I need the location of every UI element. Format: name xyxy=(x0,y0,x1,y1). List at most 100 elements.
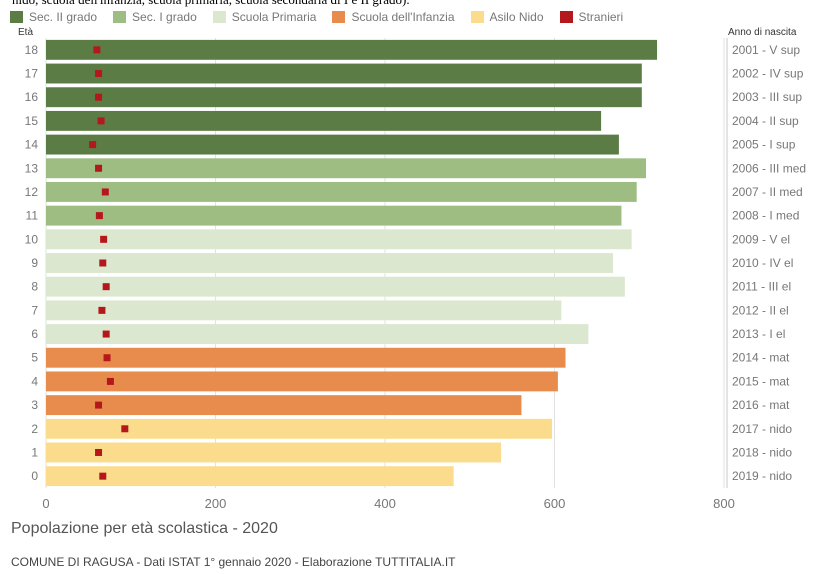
stranieri-marker-age-10 xyxy=(100,235,108,243)
age-tick-label: 6 xyxy=(31,327,38,341)
legend-item-primaria: Scuola Primaria xyxy=(212,10,317,24)
chart-legend: Sec. II grado Sec. I grado Scuola Primaria… xyxy=(10,9,639,25)
age-tick-label: 9 xyxy=(31,256,38,270)
birth-year-label: 2015 - mat xyxy=(732,374,790,388)
x-tick-label: 800 xyxy=(713,496,735,511)
bar-age-11 xyxy=(46,205,622,226)
age-tick-label: 3 xyxy=(31,398,38,412)
age-tick-label: 15 xyxy=(25,114,39,128)
birth-year-label: 2010 - IV el xyxy=(732,256,793,270)
x-tick-label: 200 xyxy=(205,496,227,511)
stranieri-marker-age-1 xyxy=(95,448,103,456)
legend-swatch xyxy=(559,11,573,23)
bar-age-2 xyxy=(46,418,552,439)
age-tick-label: 7 xyxy=(31,303,38,317)
stranieri-marker-age-7 xyxy=(98,306,106,314)
legend-swatch xyxy=(470,11,484,23)
birth-year-label: 2013 - I el xyxy=(732,327,785,341)
age-tick-label: 18 xyxy=(25,43,39,57)
legend-swatch xyxy=(10,11,23,23)
bar-age-8 xyxy=(46,276,625,297)
birth-year-label: 2001 - V sup xyxy=(732,43,800,57)
bar-age-5 xyxy=(46,347,566,368)
bar-age-17 xyxy=(46,63,642,84)
birth-year-label: 2005 - I sup xyxy=(732,138,796,152)
bar-age-7 xyxy=(46,300,562,321)
x-tick-label: 0 xyxy=(42,496,49,511)
chart-title: Popolazione per età scolastica - 2020 xyxy=(11,520,278,537)
chart-source: COMUNE DI RAGUSA - Dati ISTAT 1° gennaio… xyxy=(11,555,456,569)
birth-year-label: 2006 - III med xyxy=(732,161,806,175)
legend-item-infanzia: Scuola dell'Infanzia xyxy=(332,10,455,24)
stranieri-marker-age-4 xyxy=(106,377,114,385)
bar-age-15 xyxy=(46,110,602,131)
birth-year-label: 2007 - II med xyxy=(732,185,803,199)
legend-label: Scuola dell'Infanzia xyxy=(351,10,455,24)
bar-age-1 xyxy=(46,442,502,463)
age-tick-label: 2 xyxy=(31,422,38,436)
top-caption: nido, scuola dell'infanzia, scuola prima… xyxy=(12,0,410,8)
bar-age-9 xyxy=(46,253,613,273)
legend-label: Asilo Nido xyxy=(489,10,544,24)
legend-item-sec1: Sec. I grado xyxy=(113,10,197,24)
age-tick-label: 16 xyxy=(25,90,39,104)
bar-age-0 xyxy=(46,466,454,487)
stranieri-marker-age-16 xyxy=(95,93,103,101)
age-tick-label: 13 xyxy=(25,161,39,175)
stranieri-marker-age-8 xyxy=(102,283,110,291)
age-tick-label: 14 xyxy=(25,138,39,152)
age-tick-label: 11 xyxy=(26,209,39,223)
birth-year-label: 2011 - III el xyxy=(732,280,791,294)
y-axis-label-left: Età xyxy=(18,27,33,38)
stranieri-marker-age-0 xyxy=(99,472,107,480)
legend-label: Scuola Primaria xyxy=(231,10,317,24)
age-tick-label: 4 xyxy=(31,374,38,388)
stranieri-marker-age-5 xyxy=(103,354,111,362)
stranieri-marker-age-14 xyxy=(89,141,97,149)
legend-label: Stranieri xyxy=(578,10,624,24)
stranieri-marker-age-6 xyxy=(102,330,110,338)
stranieri-marker-age-13 xyxy=(95,164,103,172)
legend-swatch xyxy=(113,11,127,23)
birth-year-label: 2008 - I med xyxy=(732,209,799,223)
x-tick-label: 400 xyxy=(374,496,396,511)
stranieri-marker-age-9 xyxy=(99,259,107,267)
birth-year-label: 2002 - IV sup xyxy=(732,67,804,81)
legend-label: Sec. II grado xyxy=(29,10,98,24)
stranieri-marker-age-11 xyxy=(95,212,103,220)
x-tick-label: 600 xyxy=(544,496,566,511)
legend-label: Sec. I grado xyxy=(132,10,197,24)
legend-swatch xyxy=(212,11,226,23)
bar-age-6 xyxy=(46,324,589,344)
y-axis-label-right: Anno di nascita xyxy=(728,27,797,38)
birth-year-label: 2009 - V el xyxy=(732,232,790,246)
age-tick-label: 1 xyxy=(31,445,38,459)
birth-year-label: 2003 - III sup xyxy=(732,90,802,104)
bar-age-12 xyxy=(46,182,637,202)
legend-item-sec2: Sec. II grado xyxy=(10,10,97,24)
age-tick-label: 10 xyxy=(25,232,39,246)
bar-age-14 xyxy=(46,134,619,155)
legend-swatch xyxy=(332,11,346,23)
age-tick-label: 12 xyxy=(25,185,39,199)
age-tick-label: 8 xyxy=(31,280,38,294)
bar-age-4 xyxy=(46,371,558,392)
birth-year-label: 2004 - II sup xyxy=(732,114,799,128)
birth-year-label: 2018 - nido xyxy=(732,445,792,459)
age-tick-label: 5 xyxy=(31,351,38,365)
birth-year-label: 2016 - mat xyxy=(732,398,790,412)
bar-age-13 xyxy=(46,158,647,179)
bar-age-18 xyxy=(46,39,658,60)
birth-year-label: 2017 - nido xyxy=(732,422,792,436)
bar-age-16 xyxy=(46,87,642,108)
stranieri-marker-age-15 xyxy=(97,117,105,125)
legend-item-stranieri: Stranieri xyxy=(559,10,624,24)
age-tick-label: 0 xyxy=(31,469,38,483)
stranieri-marker-age-12 xyxy=(101,188,109,196)
birth-year-label: 2014 - mat xyxy=(732,351,790,365)
stranieri-marker-age-17 xyxy=(95,70,103,78)
birth-year-label: 2019 - nido xyxy=(732,469,792,483)
bar-age-3 xyxy=(46,395,522,416)
stranieri-marker-age-2 xyxy=(121,425,129,433)
